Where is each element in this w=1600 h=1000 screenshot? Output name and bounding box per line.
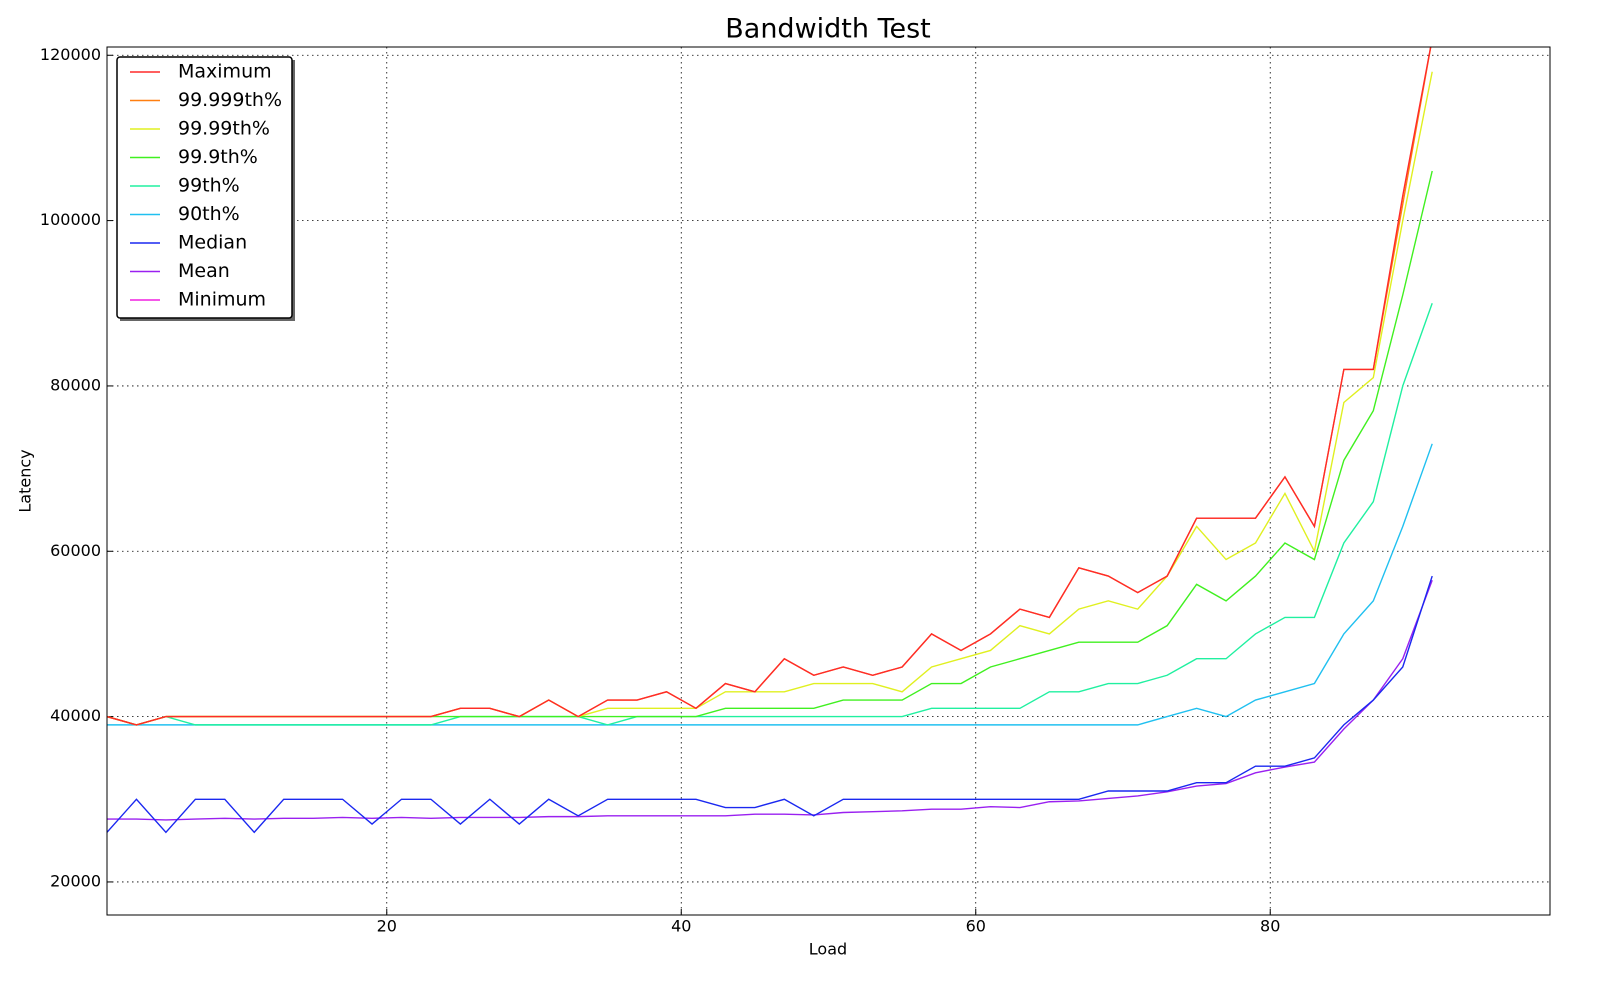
y-tick-label: 100000 <box>40 210 101 229</box>
legend-label: 99.99th% <box>178 118 270 140</box>
legend-label: 99.999th% <box>178 89 282 111</box>
legend-label: Maximum <box>178 61 272 83</box>
legend-label: 99th% <box>178 175 240 197</box>
legend-label: 90th% <box>178 203 240 225</box>
y-tick-label: 40000 <box>50 706 101 725</box>
legend: Maximum 99.999th% 99.99th% 99.9th% 99th% 90th… <box>116 56 295 321</box>
x-tick-label: 20 <box>377 917 397 936</box>
y-tick-label: 80000 <box>50 375 101 394</box>
y-tick-label: 120000 <box>40 45 101 64</box>
series-line <box>107 575 1433 834</box>
legend-label: Minimum <box>178 289 266 311</box>
grid: 20000 40000 60000 80000 100000 120000 20 40 60 80 <box>40 45 1550 936</box>
legend-label: Mean <box>178 260 230 282</box>
series-line <box>107 170 1433 726</box>
x-tick-label: 60 <box>966 917 986 936</box>
series-line <box>107 579 1433 821</box>
y-tick-label: 20000 <box>50 871 101 890</box>
y-tick-label: 60000 <box>50 541 101 560</box>
plot-frame <box>106 46 1551 916</box>
series-line <box>107 47 1432 726</box>
legend-label: Median <box>178 232 247 254</box>
lines <box>107 47 1433 834</box>
series-line <box>107 303 1433 726</box>
x-tick-label: 80 <box>1260 917 1280 936</box>
chart-title: Bandwidth Test <box>725 14 931 45</box>
x-tick-label: 40 <box>671 917 691 936</box>
series-line <box>107 443 1433 726</box>
series-line <box>107 71 1433 726</box>
y-axis-label: Latency <box>16 449 35 512</box>
legend-box <box>116 56 293 319</box>
x-axis-label: Load <box>809 940 847 959</box>
series-line <box>107 47 1432 726</box>
legend-label: 99.9th% <box>178 146 258 168</box>
